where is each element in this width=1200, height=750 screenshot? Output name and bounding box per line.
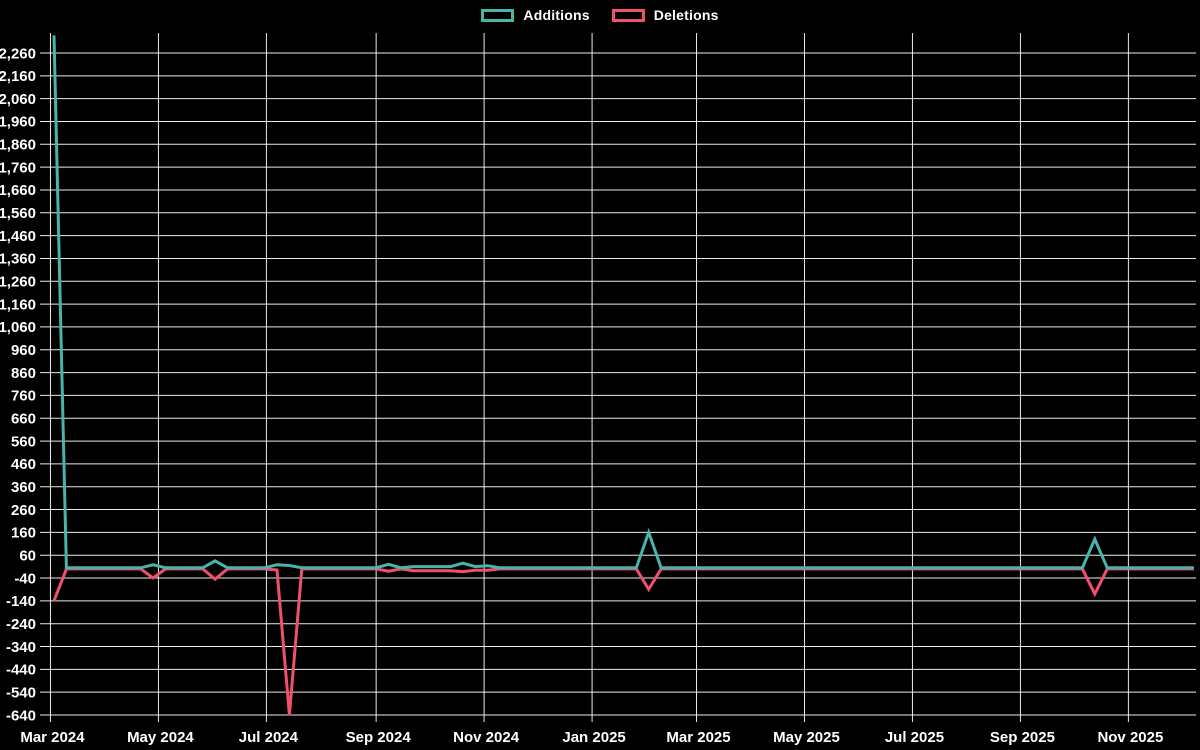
y-axis-label: 760 (11, 388, 36, 405)
deletions-line (52, 567, 1194, 716)
y-axis-label: 660 (11, 410, 36, 427)
legend-item-additions[interactable]: Additions (481, 7, 590, 23)
legend-label-deletions: Deletions (653, 7, 719, 23)
y-axis-label: -640 (6, 707, 36, 724)
y-axis-label: -540 (6, 684, 36, 701)
y-axis-label: 560 (11, 433, 36, 450)
chart-legend: Additions Deletions (0, 7, 1200, 23)
y-axis-label: 2,160 (0, 68, 36, 85)
y-grid (40, 52, 1196, 716)
x-grid (49, 33, 1129, 722)
y-axis-label: 1,560 (0, 205, 36, 222)
y-axis-label: 860 (11, 365, 36, 382)
y-axis-label: -340 (6, 639, 36, 656)
x-axis-label: May 2024 (127, 729, 194, 746)
x-axis-label: Nov 2025 (1097, 729, 1163, 746)
x-axis-label: Sep 2025 (990, 729, 1055, 746)
x-axis-label: Jul 2024 (239, 729, 299, 746)
additions-line (52, 35, 1194, 570)
y-axis-label: 260 (11, 502, 36, 519)
x-axis-label: Mar 2024 (20, 729, 85, 746)
x-axis-label: Mar 2025 (666, 729, 730, 746)
y-axis-label: 360 (11, 479, 36, 496)
y-axis-label: -140 (6, 593, 36, 610)
legend-label-additions: Additions (523, 7, 590, 23)
y-axis-label: 1,660 (0, 182, 36, 199)
y-axis-label: 160 (11, 525, 36, 542)
additions-swatch-icon (481, 8, 515, 22)
y-axis-label: 60 (19, 547, 36, 564)
y-axis-label: 460 (11, 456, 36, 473)
y-axis-label: 1,360 (0, 251, 36, 268)
y-axis-label: -40 (14, 570, 36, 587)
y-axis-label: 1,460 (0, 228, 36, 245)
x-axis-label: Jul 2025 (885, 729, 944, 746)
x-axis-label: May 2025 (773, 729, 840, 746)
legend-item-deletions[interactable]: Deletions (611, 7, 719, 23)
y-axis-label: 1,760 (0, 159, 36, 176)
y-axis-label: 1,960 (0, 114, 36, 131)
y-axis-label: -240 (6, 616, 36, 633)
y-axis-label: 1,060 (0, 319, 36, 336)
y-axis-label: 960 (11, 342, 36, 359)
y-axis-label: 2,060 (0, 91, 36, 108)
x-axis-label: Sep 2024 (346, 729, 412, 746)
x-axis-label: Nov 2024 (453, 729, 520, 746)
y-axis-label: 1,260 (0, 274, 36, 291)
x-axis-label: Jan 2025 (562, 729, 625, 746)
y-axis-label: 1,860 (0, 137, 36, 154)
x-axis-labels: Mar 2024 May 2024 Jul 2024 Sep 2024 Nov 2024… (20, 729, 1163, 746)
y-axis-labels: -640 -540 -440 -340 -240 -140 -40 60 160 260 360 46… (0, 45, 36, 724)
y-axis-label: -440 (6, 662, 36, 679)
y-axis-label: 1,160 (0, 296, 36, 313)
y-axis-label: 2,260 (0, 45, 36, 62)
deletions-swatch-icon (611, 8, 645, 22)
